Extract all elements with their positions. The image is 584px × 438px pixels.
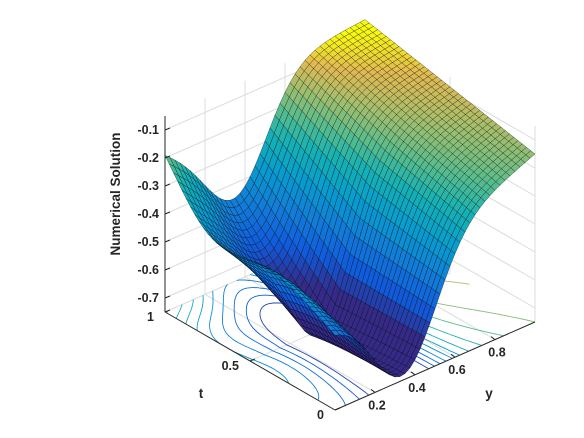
z-tick-label: -0.3 bbox=[137, 179, 159, 193]
y-tick-mark bbox=[410, 371, 416, 376]
tick-labels: -0.1 -0.2 -0.3 -0.4 -0.5 -0.6 -0.7 0 0.5 1 0.2 0.4 0… bbox=[137, 123, 505, 422]
y-tick-label: 0.2 bbox=[368, 398, 385, 412]
y-tick-mark bbox=[490, 336, 496, 341]
z-tick-label: -0.5 bbox=[137, 235, 159, 249]
y-tick-mark bbox=[370, 388, 376, 393]
t-tick-label: 1 bbox=[147, 310, 154, 324]
z-tick-label: -0.1 bbox=[137, 123, 159, 137]
z-tick-label: -0.7 bbox=[137, 291, 159, 305]
z-tick-mark bbox=[164, 267, 171, 271]
z-tick-mark bbox=[164, 211, 171, 215]
y-tick-mark bbox=[450, 353, 456, 358]
z-tick-mark bbox=[164, 183, 171, 187]
z-tick-label: -0.4 bbox=[137, 207, 159, 221]
y-axis-line bbox=[334, 321, 536, 411]
t-tick-mark bbox=[249, 358, 256, 362]
surface-mesh bbox=[164, 19, 536, 378]
surface-patch bbox=[330, 329, 341, 336]
t-tick-mark bbox=[334, 407, 341, 411]
t-tick-label: 0 bbox=[317, 408, 324, 422]
z-tick-label: -0.2 bbox=[137, 151, 159, 165]
y-axis-label: y bbox=[485, 386, 493, 401]
z-tick-mark bbox=[164, 239, 171, 243]
y-tick-label: 0.6 bbox=[448, 363, 465, 377]
y-tick-label: 0.8 bbox=[488, 346, 505, 360]
axes-lines bbox=[164, 116, 536, 411]
y-tick-label: 0.4 bbox=[408, 381, 425, 395]
z-tick-mark bbox=[164, 127, 171, 131]
z-tick-mark bbox=[164, 155, 171, 159]
z-tick-mark bbox=[164, 295, 171, 299]
z-axis-label: Numerical Solution bbox=[108, 132, 123, 255]
t-axis-label: t bbox=[199, 386, 204, 401]
t-tick-mark bbox=[164, 309, 171, 313]
t-tick-label: 0.5 bbox=[222, 359, 239, 373]
z-tick-label: -0.6 bbox=[137, 263, 159, 277]
